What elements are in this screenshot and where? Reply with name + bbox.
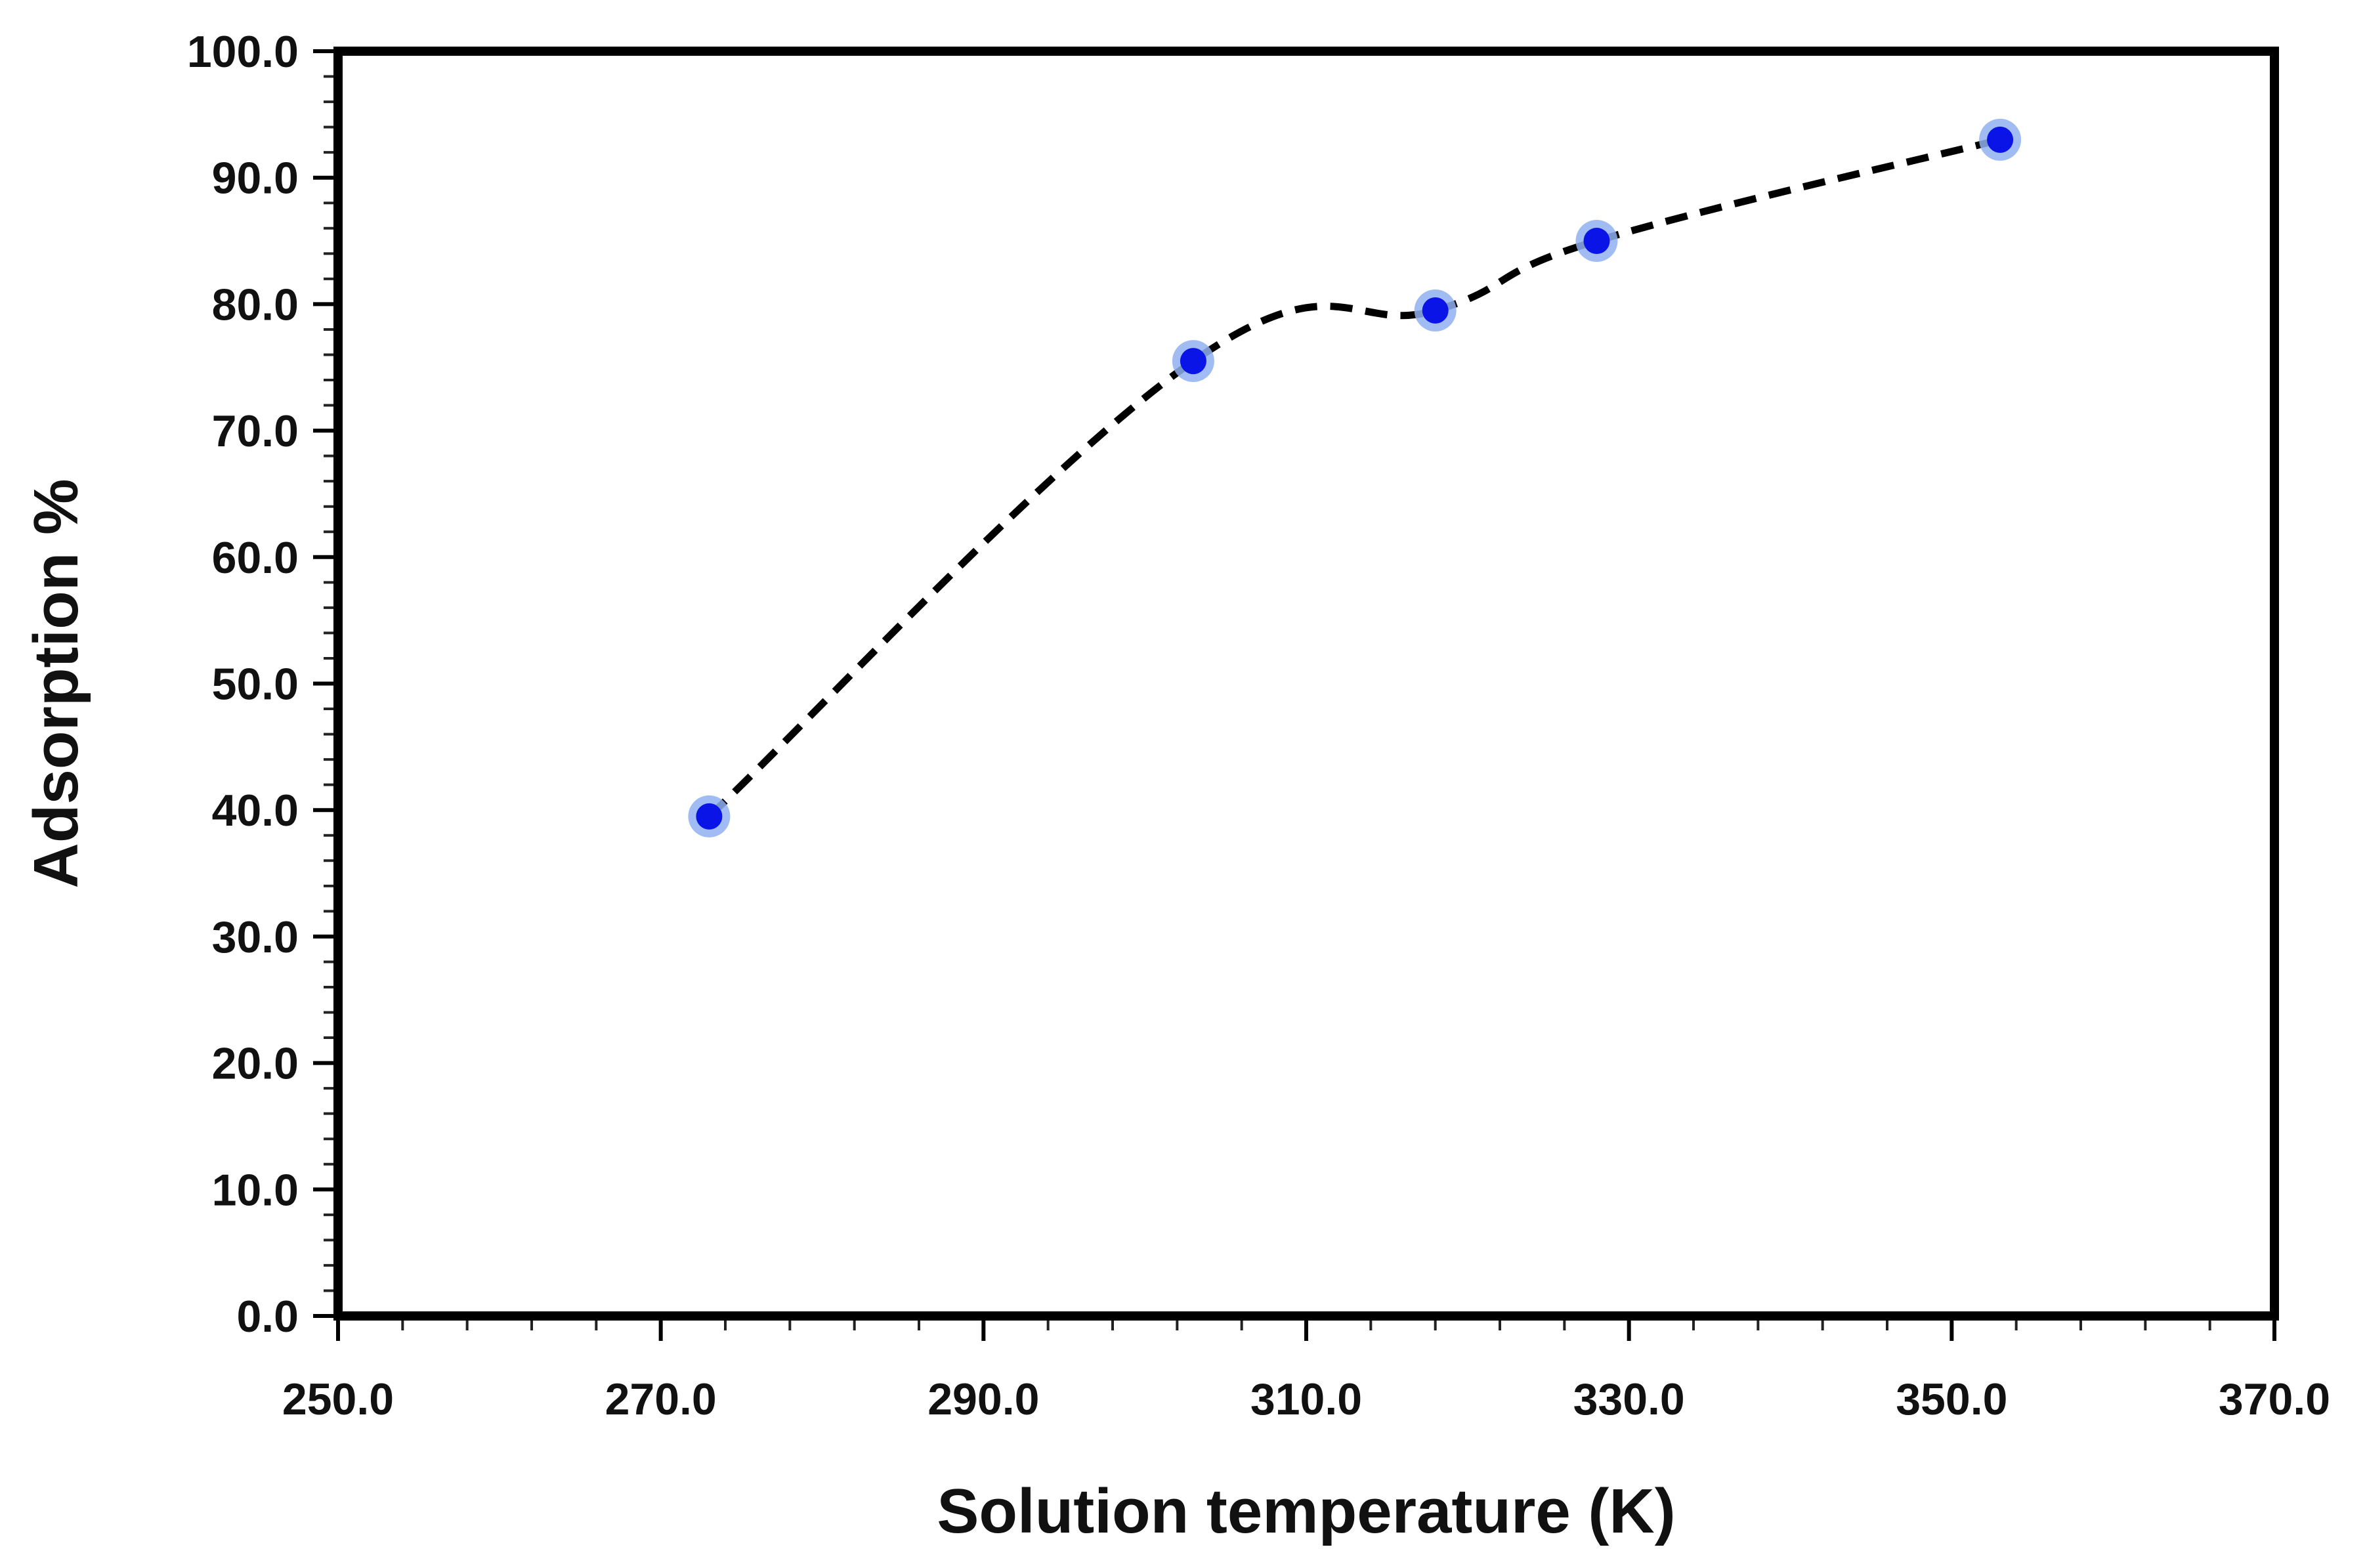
data-point-marker: [1583, 228, 1610, 255]
y-tick-labels: 0.0 10.0 20.0 30.0 40.0 50.0 60.0 70.0 80.0 90.0 1…: [187, 27, 299, 1342]
data-point-marker: [1987, 126, 2014, 153]
y-tick-label: 100.0: [187, 27, 299, 77]
data-point-marker: [1422, 297, 1449, 324]
x-tick-label: 370.0: [2219, 1374, 2330, 1424]
y-tick-label: 10.0: [212, 1165, 299, 1215]
x-tick-label: 350.0: [1896, 1374, 2007, 1424]
data-point: [1575, 220, 1618, 263]
x-tick-label: 330.0: [1573, 1374, 1685, 1424]
x-tick-label: 290.0: [927, 1374, 1039, 1424]
x-axis-title: Solution temperature (K): [937, 1476, 1675, 1546]
y-axis-title: Adsorption %: [21, 479, 91, 889]
y-tick-label: 40.0: [212, 786, 299, 836]
plot-frame: [333, 47, 2279, 1321]
x-tick-label: 270.0: [605, 1374, 717, 1424]
series-line: [706, 136, 2001, 819]
y-tick-label: 80.0: [212, 280, 299, 329]
x-tick-labels: 250.0 270.0 290.0 310.0 330.0 350.0 370.0: [282, 1374, 2330, 1424]
y-tick-label: 70.0: [212, 406, 299, 456]
y-tick-label: 60.0: [212, 533, 299, 583]
data-point: [1414, 289, 1457, 332]
x-tick-label: 310.0: [1250, 1374, 1362, 1424]
y-tick-label: 90.0: [212, 154, 299, 203]
y-tick-label: 0.0: [236, 1292, 299, 1342]
y-tick-label: 30.0: [212, 912, 299, 962]
y-tick-label: 50.0: [212, 660, 299, 710]
x-tick-label: 250.0: [282, 1374, 394, 1424]
series-line-adsorption: [706, 136, 2001, 819]
data-point-marker: [1180, 348, 1206, 375]
data-point: [688, 795, 731, 837]
data-point: [1979, 118, 2022, 161]
data-point-marker: [696, 803, 723, 830]
y-tick-label: 20.0: [212, 1039, 299, 1089]
data-points: [688, 118, 2022, 837]
data-point: [1172, 340, 1214, 383]
